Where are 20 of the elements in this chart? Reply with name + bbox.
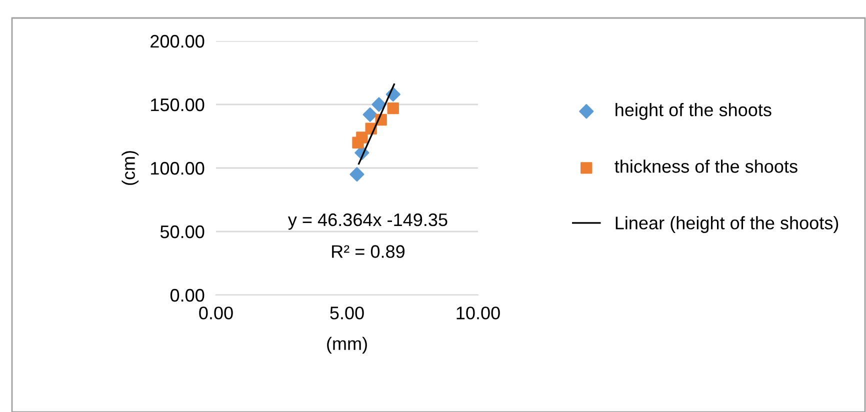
y-axis-title: (cm) bbox=[122, 151, 139, 185]
legend-label: Linear (height of the shoots) bbox=[616, 216, 838, 233]
legend-label: thickness of the shoots bbox=[614, 160, 798, 173]
x-axis-title: (mm) bbox=[327, 336, 367, 354]
annotation: R² = 0.89 bbox=[332, 245, 404, 258]
point bbox=[387, 102, 399, 114]
x-tick-label: 0.00 bbox=[199, 306, 233, 320]
y-tick-label: 100.00 bbox=[151, 162, 204, 175]
y-tick-label: 150.00 bbox=[151, 98, 204, 112]
y-tick-label: 0.00 bbox=[170, 288, 204, 302]
legend-label: height of the shoots bbox=[616, 103, 772, 120]
x-tick-label: 10.00 bbox=[456, 306, 500, 320]
x-tick-label: 5.00 bbox=[330, 306, 364, 320]
point bbox=[372, 97, 386, 112]
point bbox=[350, 167, 364, 182]
y-tick-label: 200.00 bbox=[150, 34, 204, 48]
annotation: y = 46.364x -149.35 bbox=[288, 213, 448, 230]
point bbox=[356, 132, 368, 144]
point bbox=[362, 107, 378, 122]
y-tick-label: 50.00 bbox=[160, 225, 204, 238]
